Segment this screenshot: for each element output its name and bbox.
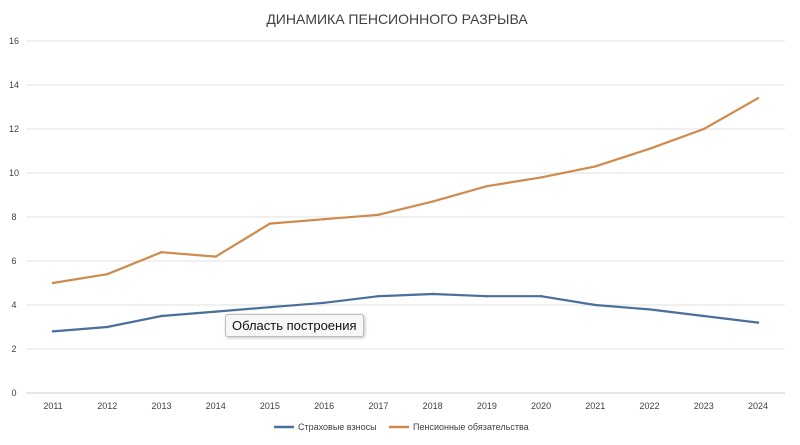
data-point (756, 321, 760, 324)
x-tick-label: 2011 (43, 401, 62, 411)
y-tick-label: 4 (11, 300, 16, 310)
x-tick-label: 2021 (585, 401, 605, 411)
data-point (322, 218, 326, 221)
x-tick-label: 2015 (260, 401, 280, 411)
data-point (594, 303, 597, 307)
series-line-2[interactable] (51, 97, 760, 285)
x-axis: 2011 2012 2013 2014 2015 2016 2017 2018 2019 2020… (43, 401, 768, 411)
chart-title: ДИНАМИКА ПЕНСИОННОГО РАЗРЫВА (266, 11, 528, 27)
x-tick-label: 2024 (748, 401, 768, 411)
gridlines (26, 40, 785, 394)
y-tick-label: 10 (9, 168, 19, 178)
data-point (485, 185, 489, 188)
x-tick-label: 2012 (97, 401, 117, 411)
y-tick-label: 0 (11, 388, 16, 398)
data-point (268, 222, 272, 225)
data-point (431, 200, 434, 203)
data-point (594, 165, 597, 168)
y-tick-label: 2 (11, 344, 16, 354)
legend-label: Пенсионные обязательства (413, 422, 529, 432)
legend-label: Страховые взносы (298, 422, 377, 432)
x-tick-label: 2019 (477, 401, 497, 411)
data-point (648, 147, 651, 150)
legend: Страховые взносы Пенсионные обязательства (274, 422, 529, 432)
data-point (648, 308, 651, 311)
data-point (539, 176, 543, 179)
x-tick-label: 2016 (314, 401, 334, 411)
data-point (214, 310, 217, 313)
data-point (702, 314, 705, 318)
y-tick-label: 12 (9, 124, 19, 134)
data-point (485, 295, 489, 298)
data-point (214, 255, 217, 258)
data-point (160, 251, 163, 254)
x-tick-label: 2017 (368, 401, 388, 411)
x-tick-label: 2022 (640, 401, 660, 411)
data-point (756, 97, 760, 100)
data-point (377, 295, 380, 298)
x-tick-label: 2013 (151, 401, 171, 411)
plot-series (51, 97, 760, 333)
y-tick-label: 8 (11, 212, 16, 222)
data-point (51, 281, 55, 285)
y-tick-label: 14 (9, 80, 19, 90)
y-tick-label: 6 (11, 256, 16, 266)
data-point (51, 330, 55, 333)
x-tick-label: 2014 (206, 401, 226, 411)
data-point (160, 314, 163, 318)
data-point (268, 306, 272, 309)
x-tick-label: 2018 (423, 401, 443, 411)
data-point (106, 273, 109, 276)
x-tick-label: 2023 (694, 401, 714, 411)
data-point (539, 295, 543, 298)
y-tick-label: 16 (9, 36, 19, 46)
data-point (322, 301, 326, 304)
x-tick-label: 2020 (531, 401, 551, 411)
data-point (431, 292, 434, 296)
data-point (377, 213, 380, 216)
series-line-1[interactable] (51, 292, 760, 333)
data-point (106, 325, 109, 329)
y-axis: 0 2 4 6 8 10 12 14 16 (9, 36, 19, 398)
data-point (702, 127, 705, 131)
plot-area-tooltip: Область построения (225, 314, 364, 337)
